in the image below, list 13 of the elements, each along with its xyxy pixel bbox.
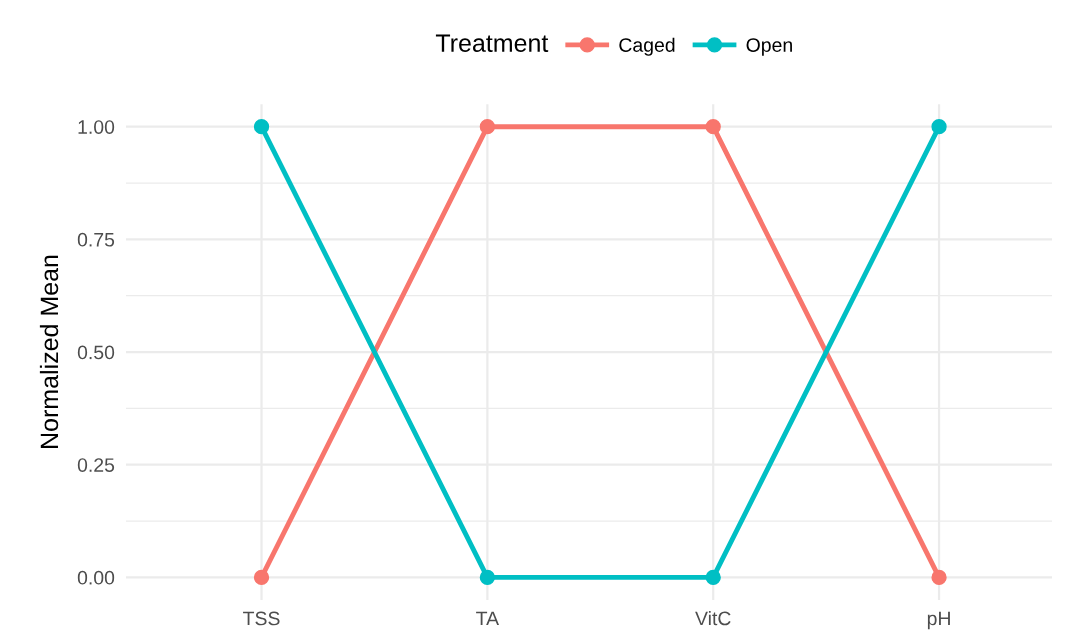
y-tick-label: 0.50 (77, 345, 115, 360)
y-tick-label: 1.00 (78, 120, 115, 134)
x-tick-label: TA (476, 611, 500, 626)
y-axis-title: Normalized Mean (39, 255, 59, 448)
legend-title: Treatment (435, 34, 549, 52)
x-tick-label: VitC (695, 611, 731, 626)
x-tick-label: TSS (243, 611, 280, 626)
y-tick-label: 0.00 (77, 570, 115, 585)
y-tick-label: 0.25 (77, 458, 115, 472)
y-tick-label: 0.75 (77, 232, 115, 247)
legend-label: Open (746, 38, 792, 56)
legend-label: Caged (619, 37, 675, 56)
x-tick-label: pH (927, 611, 950, 630)
